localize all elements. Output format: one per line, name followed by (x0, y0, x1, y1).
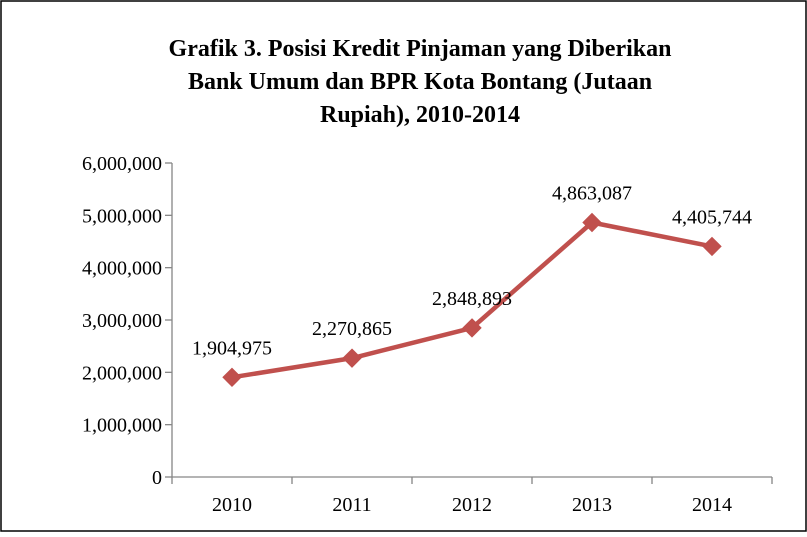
x-tick-label: 2010 (212, 494, 252, 516)
axes: 0 1,000,000 2,000,000 3,000,000 4,000,000 5,0… (82, 153, 773, 516)
data-label: 1,904,975 (192, 337, 272, 359)
data-label: 4,405,744 (672, 206, 752, 228)
chart-title-line-2: Bank Umum dan BPR Kota Bontang (Jutaan (188, 69, 652, 95)
data-label: 4,863,087 (552, 182, 632, 204)
y-tick-label: 3,000,000 (82, 310, 162, 332)
chart-title-line-3: Rupiah), 2010-2014 (320, 102, 520, 128)
chart-title: Grafik 3. Posisi Kredit Pinjaman yang Di… (169, 36, 672, 128)
x-tick-label: 2012 (452, 494, 492, 516)
data-point-marker (222, 367, 242, 388)
y-tick-label: 0 (152, 467, 162, 489)
y-tick-label: 4,000,000 (82, 258, 162, 280)
data-point-marker (342, 348, 362, 368)
y-tick-label: 5,000,000 (82, 205, 162, 227)
x-tick-label: 2013 (572, 494, 612, 516)
data-point-marker (702, 236, 722, 257)
data-label: 2,270,865 (312, 318, 392, 340)
y-tick-label: 6,000,000 (82, 153, 162, 175)
y-tick-label: 1,000,000 (82, 415, 162, 437)
data-point-marker (582, 212, 602, 233)
chart-title-line-1: Grafik 3. Posisi Kredit Pinjaman yang Di… (169, 36, 672, 62)
series (222, 212, 722, 388)
y-tick-label: 2,000,000 (82, 362, 162, 384)
data-point-marker (462, 318, 482, 338)
data-label: 2,848,893 (432, 288, 512, 310)
x-tick-label: 2014 (692, 494, 732, 516)
x-tick-label: 2011 (332, 494, 371, 516)
data-labels: 1,904,975 2,270,865 2,848,893 4,863,087 4,40… (192, 182, 752, 359)
